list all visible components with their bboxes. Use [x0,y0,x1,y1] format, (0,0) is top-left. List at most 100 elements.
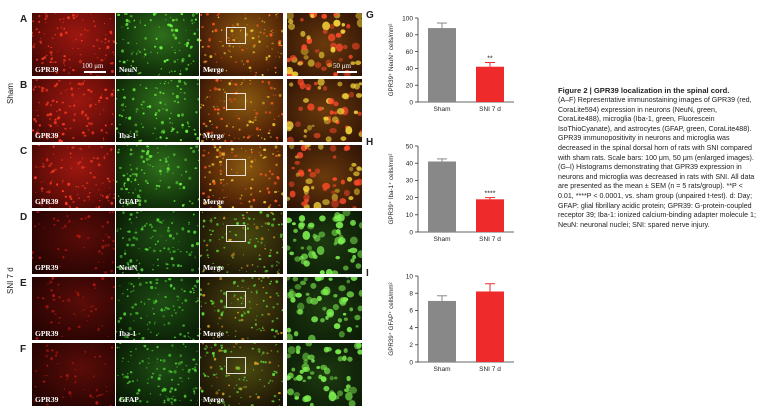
y-tick-label: 60 [406,49,414,56]
enlarged-region-box [226,93,246,110]
panel-letter-d: D [20,212,28,223]
panel-letter-g: G [366,10,374,21]
micrograph-d-4 [287,211,362,274]
micrograph-c-4 [287,145,362,208]
panel-letter-e: E [20,278,27,289]
channel-label: GFAP [119,395,139,404]
y-tick-label: 100 [402,15,413,22]
channel-label: GPR39 [35,395,59,404]
y-axis-label: GPR39⁺ NeuN⁺ cells/mm² [388,24,395,97]
enlarged-region-box [226,159,246,176]
scale-bar-overview [84,71,106,73]
bar-chart-h: 0 10 20 30 40 50 GPR39⁺ Iba-1⁺ cells/mm² Sham SN… [388,143,514,243]
scale-bar-enlarged [337,71,357,73]
y-tick-label: 6 [409,308,413,315]
y-tick-label: 2 [409,342,413,349]
bar-sni [476,66,504,102]
channel-label: Merge [203,197,224,206]
y-tick-label: 50 [406,143,414,150]
micrograph-d-2: NeuN [116,211,199,274]
bar-chart-g: 0 20 40 60 80 100 GPR39⁺ NeuN⁺ cells/mm² Sham SN… [388,15,514,113]
micrograph-f-2: GFAP [116,343,199,406]
channel-label: GPR39 [35,131,59,140]
y-tick-label: 8 [409,291,413,298]
y-tick-label: 20 [406,195,414,202]
y-tick-label: 10 [406,212,414,219]
micrograph-e-4 [287,277,362,340]
micrograph-f-4 [287,343,362,406]
group-label-sham: Sham [6,83,15,104]
channel-label: GPR39 [35,263,59,272]
y-tick-label: 40 [406,66,414,73]
y-tick-label: 0 [409,229,413,236]
micrograph-c-2: GFAP [116,145,199,208]
enlarged-region-box [226,27,246,44]
channel-label: Iba-1 [119,131,137,140]
y-tick-label: 0 [409,99,413,106]
micrograph-b-1: GPR39 [32,79,115,142]
x-tick-label: SNI 7 d [479,366,501,373]
micrograph-d-1: GPR39 [32,211,115,274]
bar-sham [428,161,456,232]
y-axis-label: GPR39⁺ Iba-1⁺ cells/mm² [388,154,395,225]
channel-label: GPR39 [35,329,59,338]
y-tick-label: 80 [406,32,414,39]
micrograph-c-3: Merge [200,145,283,208]
micrograph-e-1: GPR39 [32,277,115,340]
y-axis-label: GPR39⁺ GFAP⁺ cells/mm² [388,282,395,355]
panel-letter-a: A [20,14,28,25]
x-tick-label: Sham [434,106,451,113]
x-tick-label: SNI 7 d [479,236,501,243]
caption-title: Figure 2 | GPR39 localization in the spi… [558,86,730,95]
panel-letter-f: F [20,344,27,355]
panel-letter-h: H [366,137,374,148]
enlarged-region-box [226,225,246,242]
micrograph-d-3: Merge [200,211,283,274]
significance-marker: ** [487,56,493,63]
scale-bar-enlarged-label: 50 μm [333,62,351,70]
channel-label: Merge [203,395,224,404]
panel-letter-i: I [366,268,369,279]
x-tick-label: Sham [434,236,451,243]
channel-label: NeuN [119,263,138,272]
enlarged-region-box [226,291,246,308]
micrograph-b-2: Iba-1 [116,79,199,142]
channel-label: GPR39 [35,65,59,74]
channel-label: Merge [203,329,224,338]
bar-sham [428,300,456,362]
bar-sham [428,28,456,102]
micrograph-a-3: Merge [200,13,283,76]
micrograph-b-3: Merge [200,79,283,142]
channel-label: Merge [203,131,224,140]
micrograph-e-3: Merge [200,277,283,340]
y-tick-label: 30 [406,178,414,185]
micrograph-a-1: GPR39 [32,13,115,76]
channel-label: Iba-1 [119,329,137,338]
figure-caption: Figure 2 | GPR39 localization in the spi… [558,86,758,230]
panel-letter-c: C [20,146,28,157]
micrograph-f-1: GPR39 [32,343,115,406]
significance-marker: **** [485,191,496,198]
panel-letter-b: B [20,80,28,91]
y-tick-label: 4 [409,325,413,332]
micrograph-b-4 [287,79,362,142]
bar-chart-i: 0 2 4 6 8 10 GPR39⁺ GFAP⁺ cells/mm² Sham SNI 7 d [388,273,514,373]
y-tick-label: 20 [406,83,414,90]
enlarged-region-box [226,357,246,374]
micrograph-e-2: Iba-1 [116,277,199,340]
channel-label: GFAP [119,197,139,206]
channel-label: Merge [203,263,224,272]
y-tick-label: 0 [409,359,413,366]
y-tick-label: 10 [406,273,414,280]
micrograph-a-2: NeuN [116,13,199,76]
channel-label: GPR39 [35,197,59,206]
micrograph-f-3: Merge [200,343,283,406]
x-tick-label: Sham [434,366,451,373]
group-label-sni: SNI 7 d [6,267,15,294]
channel-label: NeuN [119,65,138,74]
micrograph-a-4 [287,13,362,76]
y-tick-label: 40 [406,161,414,168]
x-tick-label: SNI 7 d [479,106,501,113]
bar-sni [476,291,504,362]
scale-bar-overview-label: 100 μm [82,62,104,70]
